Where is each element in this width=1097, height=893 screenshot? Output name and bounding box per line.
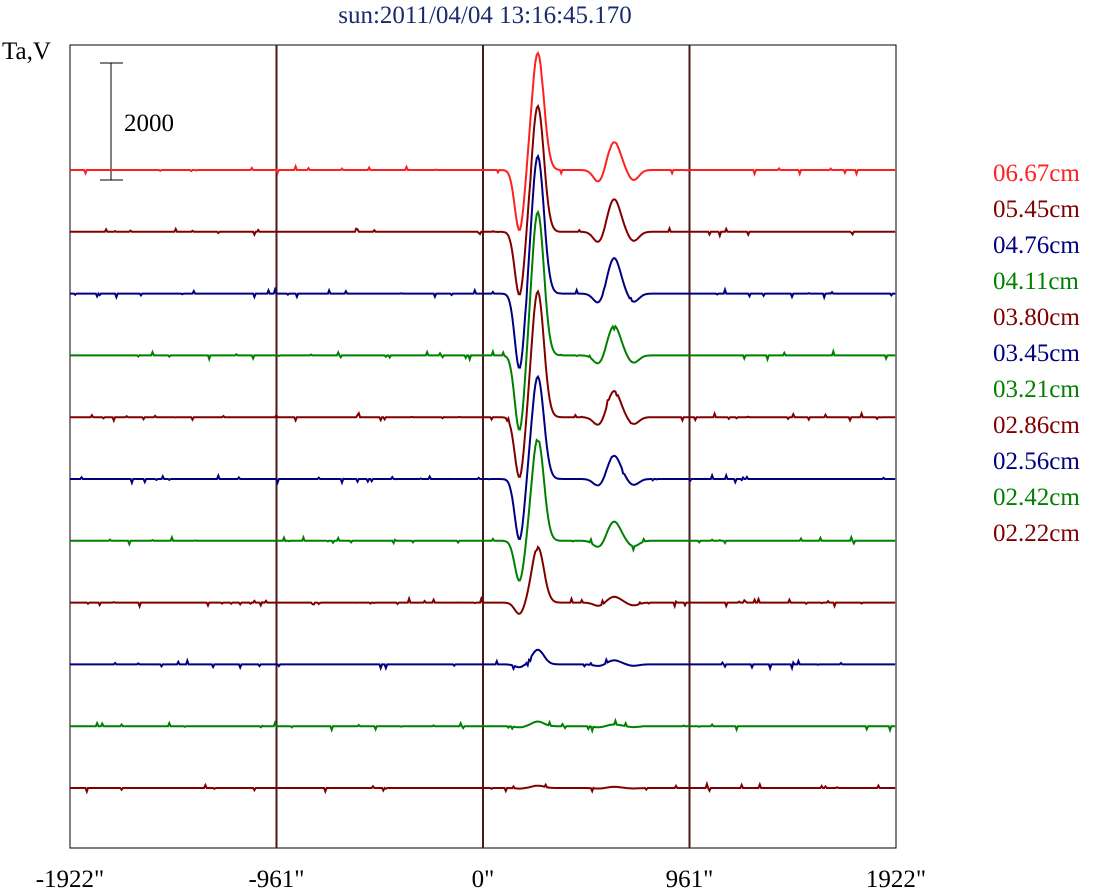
legend: 06.67cm 05.45cm 04.76cm 04.11cm 03.80cm 03.45… — [993, 156, 1080, 552]
x-tick-label: -1922" — [36, 866, 105, 893]
series-line-04.76cm — [70, 153, 896, 369]
series-line-06.67cm — [70, 50, 896, 231]
legend-entry: 02.42cm — [993, 484, 1080, 511]
scale-bar-label: 2000 — [124, 110, 174, 137]
series-line-03.21cm — [70, 438, 896, 582]
legend-entry: 02.86cm — [993, 412, 1080, 439]
legend-entry: 03.21cm — [993, 376, 1080, 403]
legend-entry: 04.76cm — [993, 232, 1080, 259]
series-line-03.45cm — [70, 374, 896, 540]
series-line-04.11cm — [70, 209, 896, 431]
series-line-02.42cm — [70, 717, 896, 735]
y-axis-label: Ta,V — [2, 38, 51, 65]
x-tick-label: 1922" — [866, 866, 926, 893]
x-tick-label: 0" — [472, 866, 495, 893]
series-group — [70, 50, 896, 795]
legend-entry: 06.67cm — [993, 160, 1080, 187]
legend-entry: 02.22cm — [993, 520, 1080, 547]
legend-entry: 03.45cm — [993, 340, 1080, 367]
series-line-02.56cm — [70, 648, 896, 672]
scale-bar: 2000 — [100, 62, 174, 181]
reference-lines — [275, 45, 691, 848]
legend-entry: 04.11cm — [993, 268, 1079, 295]
chart-title: sun:2011/04/04 13:16:45.170 — [338, 2, 632, 29]
x-tick-label: 961" — [666, 866, 714, 893]
series-line-05.45cm — [70, 103, 896, 296]
x-tick-labels: -1922" -961" 0" 961" 1922" — [36, 866, 926, 893]
series-line-02.22cm — [70, 780, 896, 795]
series-line-03.80cm — [70, 289, 896, 478]
x-tick-label: -961" — [248, 866, 304, 893]
legend-entry: 05.45cm — [993, 196, 1080, 223]
legend-entry: 02.56cm — [993, 448, 1080, 475]
legend-entry: 03.80cm — [993, 304, 1080, 331]
series-line-02.86cm — [70, 545, 896, 615]
